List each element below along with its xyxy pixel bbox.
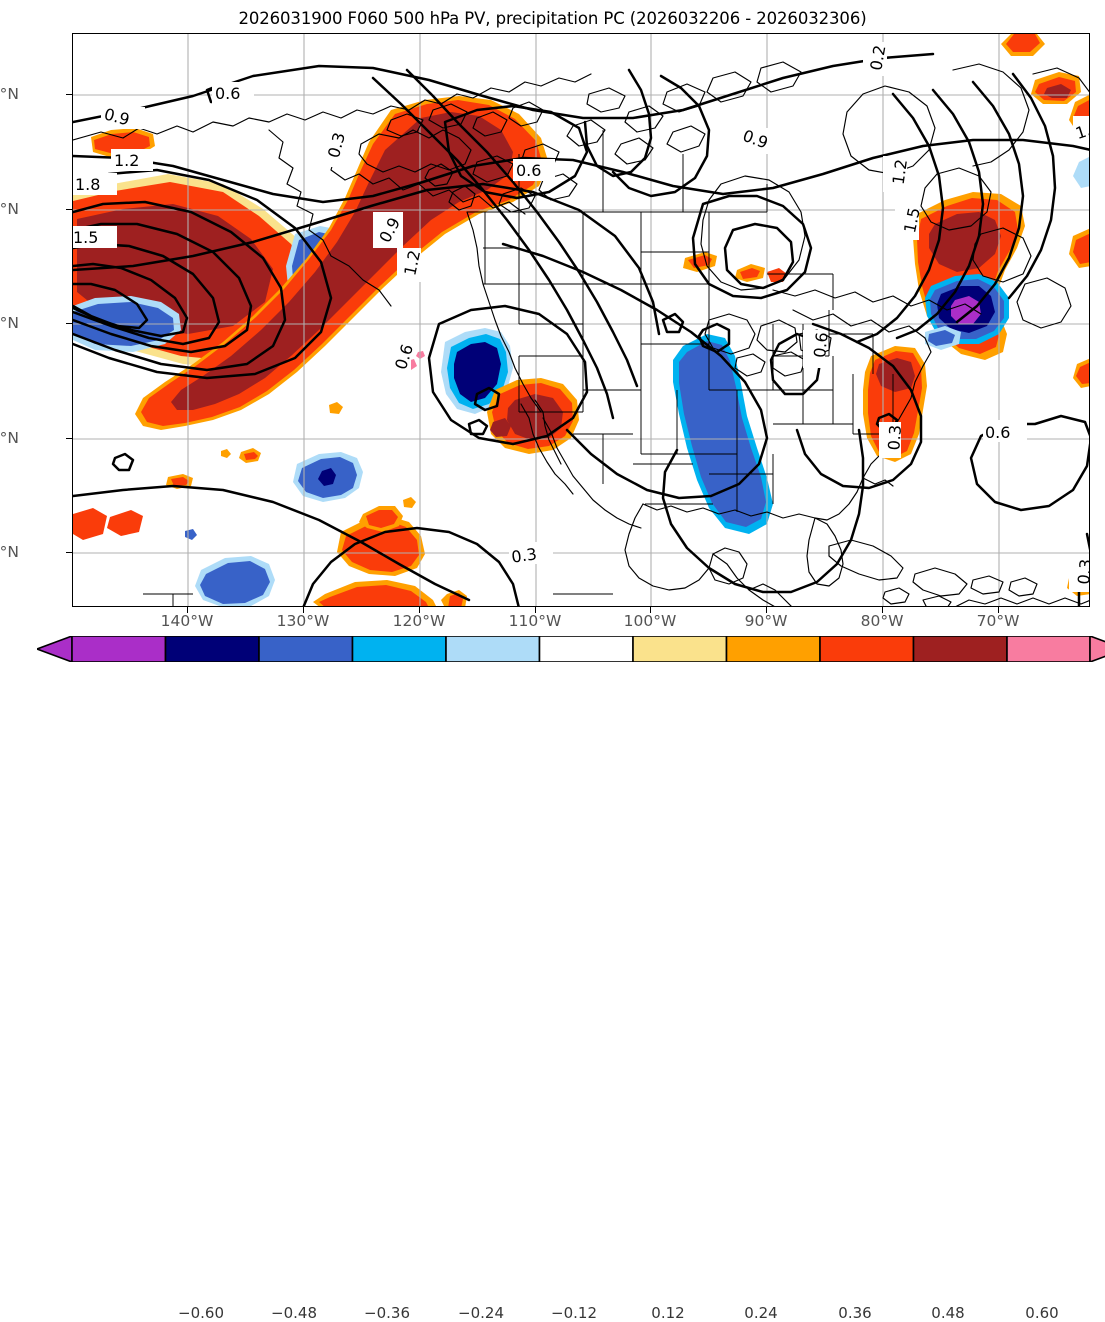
ytick-mark-1 xyxy=(66,209,72,211)
svg-text:1.2: 1.2 xyxy=(1073,117,1090,143)
ytick-label-4: 20°N xyxy=(0,543,19,561)
xtick-mark-1 xyxy=(303,607,305,613)
colorbar-tick-8: 0.48 xyxy=(931,1304,965,1322)
svg-text:0.2: 0.2 xyxy=(866,44,889,72)
svg-text:0.3: 0.3 xyxy=(1074,558,1090,585)
xtick-label-1: 130°W xyxy=(276,612,330,630)
shaded-field xyxy=(73,34,1089,606)
svg-text:1.2: 1.2 xyxy=(889,158,911,186)
xtick-label-0: 140°W xyxy=(160,612,214,630)
xtick-label-7: 70°W xyxy=(976,612,1020,630)
ytick-mark-2 xyxy=(66,323,72,325)
pv-contours xyxy=(73,52,1089,606)
ytick-mark-4 xyxy=(66,552,72,554)
svg-text:1.5: 1.5 xyxy=(900,206,924,235)
ytick-label-3: 30°N xyxy=(0,429,19,447)
colorbar-tick-6: 0.24 xyxy=(744,1304,778,1322)
svg-text:1.5: 1.5 xyxy=(73,228,98,247)
xtick-mark-3 xyxy=(535,607,537,613)
svg-text:0.3: 0.3 xyxy=(884,424,905,451)
xtick-label-3: 110°W xyxy=(508,612,562,630)
colorbar-swatches xyxy=(37,636,1105,662)
xtick-mark-2 xyxy=(419,607,421,613)
colorbar-tick-3: −0.24 xyxy=(458,1304,504,1322)
political-borders xyxy=(143,130,894,606)
colorbar-tick-2: −0.36 xyxy=(364,1304,410,1322)
colorbar[interactable]: −0.60 −0.48 −0.36 −0.24 −0.12 0.12 0.24 … xyxy=(37,636,1105,1322)
ytick-label-1: 50°N xyxy=(0,200,19,218)
xtick-mark-4 xyxy=(650,607,652,613)
xtick-label-6: 80°W xyxy=(860,612,904,630)
colorbar-tick-5: 0.12 xyxy=(651,1304,685,1322)
svg-text:1.2: 1.2 xyxy=(400,248,424,277)
svg-text:0.3: 0.3 xyxy=(510,544,538,566)
ytick-mark-0 xyxy=(66,94,72,96)
colorbar-tick-7: 0.36 xyxy=(838,1304,872,1322)
xtick-mark-6 xyxy=(882,607,884,613)
map-plot: 0.6 0.3 0.9 1.2 xyxy=(73,34,1090,606)
svg-text:0.6: 0.6 xyxy=(810,331,832,358)
xtick-label-2: 120°W xyxy=(392,612,446,630)
map-axes[interactable]: 0.6 0.3 0.9 1.2 xyxy=(72,33,1090,607)
colorbar-tick-1: −0.48 xyxy=(271,1304,317,1322)
ytick-label-2: 40°N xyxy=(0,314,19,332)
svg-text:0.6: 0.6 xyxy=(516,161,541,180)
figure-canvas: 2026031900 F060 500 hPa PV, precipitatio… xyxy=(0,9,1105,1322)
svg-text:0.6: 0.6 xyxy=(215,84,240,103)
ytick-label-0: 60°N xyxy=(0,85,19,103)
xtick-mark-7 xyxy=(998,607,1000,613)
colorbar-tick-4: −0.12 xyxy=(551,1304,597,1322)
svg-text:0.6: 0.6 xyxy=(985,423,1010,442)
xtick-label-5: 90°W xyxy=(744,612,788,630)
xtick-mark-0 xyxy=(187,607,189,613)
page-title: 2026031900 F060 500 hPa PV, precipitatio… xyxy=(238,9,867,28)
colorbar-tick-9: 0.60 xyxy=(1025,1304,1059,1322)
contour-labels: 0.6 0.3 0.9 1.2 xyxy=(73,42,1090,592)
colorbar-tick-0: −0.60 xyxy=(178,1304,224,1322)
svg-text:1.8: 1.8 xyxy=(75,175,100,194)
xtick-label-4: 100°W xyxy=(623,612,677,630)
ytick-mark-3 xyxy=(66,438,72,440)
svg-text:1.2: 1.2 xyxy=(114,151,139,170)
xtick-mark-5 xyxy=(766,607,768,613)
